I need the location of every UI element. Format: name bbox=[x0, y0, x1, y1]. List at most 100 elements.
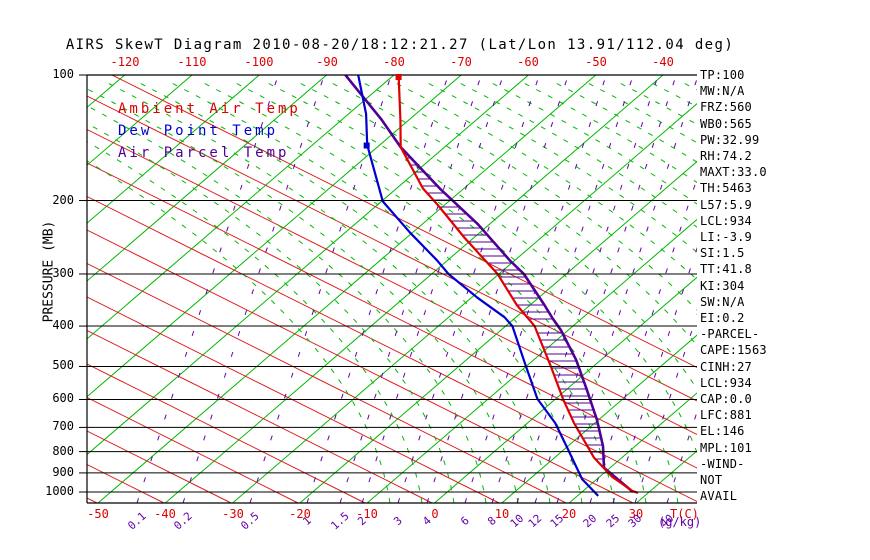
stat-line: EL:146 bbox=[700, 424, 745, 439]
isotherm-line bbox=[87, 75, 193, 166]
moist-adiabat-line bbox=[87, 122, 455, 503]
isotherm-line bbox=[87, 75, 395, 340]
stat-line: L57:5.9 bbox=[700, 197, 752, 212]
stat-line: KI:304 bbox=[700, 278, 745, 293]
stat-line: MW:N/A bbox=[700, 84, 745, 99]
dew-point-temp-curve bbox=[357, 75, 599, 497]
stat-line: LI:-3.9 bbox=[700, 230, 752, 245]
pressure-tick-label: 500 bbox=[52, 358, 74, 373]
dry-adiabat-line bbox=[110, 75, 697, 369]
stat-line: EI:0.2 bbox=[700, 311, 745, 326]
stat-line: TH:5463 bbox=[700, 181, 752, 196]
moist-adiabat-line bbox=[87, 88, 519, 503]
moist-adiabat-line bbox=[203, 82, 647, 503]
moist-adiabat-line bbox=[395, 82, 697, 281]
stat-line: CINH:27 bbox=[700, 359, 752, 374]
isotherm-line bbox=[366, 218, 697, 503]
moist-adiabat-line bbox=[87, 105, 487, 503]
isotherm-line bbox=[87, 75, 327, 282]
moist-adiabat-line bbox=[267, 82, 697, 455]
mixing-ratio-line bbox=[534, 75, 677, 503]
stat-line: LCL:934 bbox=[700, 375, 752, 390]
stat-line: SW:N/A bbox=[700, 294, 745, 309]
isotherm-line bbox=[87, 75, 529, 456]
bottom-temp-tick-label: 0 bbox=[431, 507, 439, 521]
dry-adiabat-line bbox=[87, 162, 697, 469]
stat-line: PW:32.99 bbox=[700, 132, 760, 147]
stat-line: -PARCEL- bbox=[700, 327, 760, 342]
bottom-temp-tick-label: 20 bbox=[561, 507, 577, 521]
top-temp-tick-label: -40 bbox=[652, 55, 674, 69]
moist-adiabat-line bbox=[555, 82, 697, 163]
isotherm-line bbox=[87, 75, 260, 224]
temp-unit-label: T(C) bbox=[670, 507, 699, 521]
isotherm-line bbox=[232, 103, 697, 503]
stat-line: LCL:934 bbox=[700, 213, 752, 228]
stat-line: WB0:565 bbox=[700, 116, 752, 131]
isotherm-line bbox=[299, 160, 697, 503]
mixing-ratio-line bbox=[464, 75, 607, 503]
stat-line: MAXT:33.0 bbox=[700, 165, 767, 180]
stat-line: SI:1.5 bbox=[700, 246, 745, 261]
dry-adiabat-line bbox=[87, 128, 697, 436]
stat-line: -WIND- bbox=[700, 456, 745, 471]
sounding-stats-panel: TP:100 MW:N/A FRZ:560 WB0:565 PW:32.99 RH:74.… bbox=[700, 67, 767, 504]
pressure-tick-label: 800 bbox=[52, 443, 74, 458]
moist-adiabat-line bbox=[523, 82, 697, 184]
chart-title: AIRS SkewT Diagram 2010-08-20/18:12:21.2… bbox=[65, 37, 735, 53]
moist-adiabat-line bbox=[139, 82, 583, 503]
curve-marker bbox=[363, 142, 370, 149]
stat-line: LFC:881 bbox=[700, 408, 752, 423]
stat-line: NOT bbox=[700, 473, 723, 488]
mixing-ratio-line bbox=[361, 75, 504, 503]
stat-line: AVAIL bbox=[700, 489, 738, 504]
dry-adiabat-line bbox=[87, 262, 567, 503]
stat-line: FRZ:560 bbox=[700, 100, 752, 115]
stat-line: CAPE:1563 bbox=[700, 343, 767, 358]
moist-adiabat-line bbox=[363, 82, 697, 311]
moist-adiabat-line bbox=[459, 82, 697, 228]
mixing-ratio-line bbox=[136, 75, 279, 503]
isotherm-line bbox=[97, 75, 597, 503]
mixing-ratio-line bbox=[182, 75, 325, 503]
curve-marker bbox=[395, 74, 402, 80]
moist-adiabat-line bbox=[235, 82, 679, 503]
mixing-ratio-line bbox=[339, 75, 482, 503]
bottom-temp-tick-label: -10 bbox=[356, 507, 378, 521]
air-parcel-temp-curve bbox=[344, 75, 634, 493]
stat-line: MPL:101 bbox=[700, 440, 752, 455]
moist-adiabat-line bbox=[87, 141, 423, 503]
moist-adiabat-line bbox=[331, 82, 697, 347]
bottom-temp-tick-label: 30 bbox=[628, 507, 644, 521]
moist-adiabat-line bbox=[171, 82, 615, 503]
pressure-tick-label: 400 bbox=[52, 318, 74, 333]
top-temp-tick-label: -110 bbox=[177, 55, 207, 69]
dry-adiabat-line bbox=[87, 363, 366, 503]
moist-adiabat-line bbox=[427, 82, 697, 253]
stat-line: RH:74.2 bbox=[700, 149, 752, 164]
moist-adiabat-line bbox=[107, 82, 551, 503]
bottom-temp-tick-label: -40 bbox=[154, 507, 176, 521]
top-temp-tick-label: -90 bbox=[316, 55, 338, 69]
top-temp-tick-label: -60 bbox=[517, 55, 539, 69]
ambient-air-temp-curve bbox=[397, 75, 639, 494]
stat-line: TT:41.8 bbox=[700, 262, 752, 277]
moist-adiabat-line bbox=[299, 82, 697, 391]
isotherm-line bbox=[434, 276, 697, 503]
mixing-ratio-line bbox=[491, 75, 634, 503]
legend-dew-point-temp: Dew Point Temp bbox=[118, 123, 279, 139]
pressure-tick-label: 200 bbox=[52, 192, 74, 207]
bottom-temp-tick-label: -50 bbox=[87, 507, 109, 521]
isotherm-line bbox=[568, 392, 697, 503]
top-temp-tick-label: -80 bbox=[383, 55, 405, 69]
pressure-tick-label: 700 bbox=[52, 419, 74, 434]
mixing-ratio-line bbox=[426, 75, 569, 503]
legend-air-parcel-temp: Air Parcel Temp bbox=[118, 145, 290, 161]
pressure-tick-label: 100 bbox=[52, 67, 74, 81]
stat-line: TP:100 bbox=[700, 68, 745, 82]
pressure-tick-label: 1000 bbox=[45, 484, 74, 498]
mixing-ratio-line bbox=[306, 75, 449, 503]
moist-adiabat-line bbox=[87, 160, 391, 503]
